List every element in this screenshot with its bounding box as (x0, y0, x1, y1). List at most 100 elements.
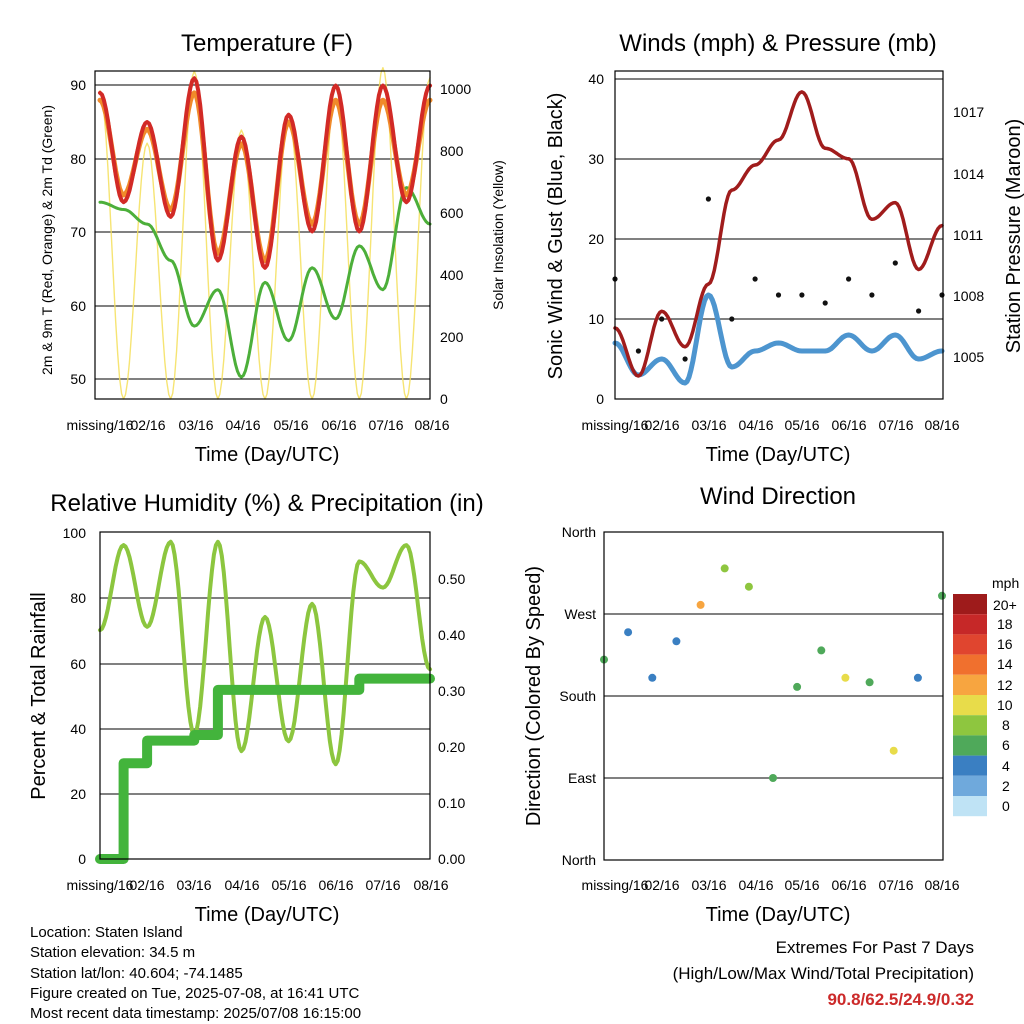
figure-created: Figure created on Tue, 2025-07-08, at 16… (30, 984, 360, 1002)
legend-swatch (953, 634, 987, 655)
direction-ytick: East (568, 770, 596, 786)
humidity-y-ticks: 0 20 40 60 80 100 (63, 525, 87, 867)
direction-plot-area (600, 564, 946, 782)
series-line-solar-insolation (99, 67, 431, 400)
legend-swatch (953, 654, 987, 675)
humidity-frame (99, 531, 431, 860)
wind-ylabel: Sonic Wind & Gust (Blue, Black) (545, 93, 567, 380)
data-point-gust (775, 292, 782, 298)
wind-xtick: 02/16 (644, 417, 679, 433)
direction-xtick: 08/16 (924, 877, 959, 893)
wind-rtick: 1014 (953, 166, 984, 182)
temperature-title: Temperature (F) (181, 30, 353, 57)
extremes-box: Extremes For Past 7 Days (High/Low/Max W… (673, 935, 974, 1013)
humidity-rtick: 0.10 (438, 795, 465, 811)
temperature-xlabel: Time (Day/UTC) (195, 444, 340, 466)
direction-xtick: 02/16 (644, 877, 679, 893)
direction-point (648, 673, 657, 682)
data-point-gust (869, 292, 875, 298)
wind-xtick: 03/16 (691, 417, 726, 433)
humidity-xtick: 03/16 (176, 877, 211, 893)
humidity-plot-area (95, 539, 435, 864)
legend-swatch (953, 735, 987, 756)
station-latlon: Station lat/lon: 40.604; -74.1485 (30, 964, 243, 982)
humidity-title: Relative Humidity (%) & Precipitation (i… (50, 490, 483, 517)
temperature-rtick: 1000 (440, 81, 471, 97)
temperature-xtick: missing/16 (67, 417, 134, 433)
temperature-rtick: 400 (440, 267, 464, 283)
temperature-xtick: 07/16 (368, 417, 403, 433)
temperature-rtick: 600 (440, 205, 464, 221)
temperature-plot-area (97, 67, 433, 400)
temperature-ytick: 70 (70, 224, 86, 240)
humidity-ytick: 20 (70, 786, 86, 802)
temperature-ylabel: 2m & 9m T (Red, Orange) & 2m Td (Green) (39, 105, 55, 375)
extremes-values: 90.8/62.5/24.9/0.32 (827, 990, 974, 1009)
direction-point (672, 637, 681, 646)
humidity-ytick: 60 (70, 656, 86, 672)
wind-xtick: 06/16 (831, 417, 866, 433)
data-point-gust (916, 308, 922, 314)
legend-swatches (953, 594, 987, 817)
data-point-gust (682, 356, 688, 362)
humidity-x-ticks: missing/16 02/16 03/16 04/16 05/16 06/16… (67, 877, 449, 893)
direction-point (696, 600, 705, 609)
temperature-right-ticks: 0 200 400 600 800 1000 (440, 81, 471, 407)
wind-rtick: 1017 (953, 104, 984, 120)
humidity-xlabel: Time (Day/UTC) (195, 904, 340, 926)
direction-point (865, 678, 874, 687)
wind-gridlines (615, 78, 943, 320)
temperature-ytick: 90 (70, 77, 86, 93)
direction-ytick: South (559, 688, 596, 704)
direction-x-ticks: missing/16 02/16 03/16 04/16 05/16 06/16… (582, 877, 960, 893)
wind-title: Winds (mph) & Pressure (mb) (619, 30, 936, 57)
direction-ytick: North (562, 524, 596, 540)
wind-ytick: 30 (588, 151, 604, 167)
direction-xtick: 05/16 (784, 877, 819, 893)
direction-y-ticks: North East South West North (559, 524, 596, 868)
station-info: Location: Staten Island Station elevatio… (30, 923, 361, 1024)
humidity-right-ticks: 0.00 0.10 0.20 0.30 0.40 0.50 (438, 571, 465, 867)
temperature-ytick: 80 (70, 151, 86, 167)
legend-label: 2 (1002, 778, 1010, 794)
wind-right-ticks: 1005 1008 1011 1014 1017 (953, 104, 984, 365)
wind-pressure-panel: Winds (mph) & Pressure (mb) 0 10 20 30 4… (545, 30, 1024, 466)
direction-title: Wind Direction (700, 483, 856, 510)
temperature-xtick: 04/16 (225, 417, 260, 433)
temperature-y-ticks: 50 60 70 80 90 (70, 77, 86, 387)
humidity-rtick: 0.50 (438, 571, 465, 587)
wind-rtick: 1008 (953, 288, 984, 304)
humidity-xtick: missing/16 (67, 877, 134, 893)
humidity-rtick: 0.20 (438, 739, 465, 755)
data-point-gust (799, 292, 805, 298)
legend-label: 0 (1002, 798, 1010, 814)
direction-ytick: West (564, 606, 596, 622)
temperature-ytick: 50 (70, 371, 86, 387)
legend-swatch (953, 594, 987, 615)
wind-ytick: 0 (596, 391, 604, 407)
data-point-gust (892, 260, 898, 266)
legend-label: 10 (997, 697, 1013, 713)
data-point-gust (635, 348, 642, 354)
legend-label: 8 (1002, 717, 1010, 733)
direction-ylabel: Direction (Colored By Speed) (523, 566, 545, 826)
data-point-gust (939, 292, 945, 298)
humidity-xtick: 02/16 (129, 877, 164, 893)
humidity-xtick: 04/16 (224, 877, 259, 893)
wind-xtick: 04/16 (738, 417, 773, 433)
temperature-xtick: 06/16 (321, 417, 356, 433)
direction-ytick: North (562, 852, 596, 868)
wind-ytick: 40 (588, 71, 604, 87)
data-point-gust (659, 316, 665, 322)
series-line-total-rainfall (95, 673, 435, 864)
wind-plot-area (612, 90, 945, 386)
direction-xtick: 04/16 (738, 877, 773, 893)
legend-label: 14 (997, 656, 1013, 672)
direction-frame (603, 531, 944, 861)
extremes-subtitle: (High/Low/Max Wind/Total Precipitation) (672, 964, 974, 983)
temperature-rtick: 0 (440, 391, 448, 407)
legend-label: 20+ (993, 597, 1017, 613)
wind-xtick: missing/16 (582, 417, 649, 433)
humidity-ytick: 40 (70, 721, 86, 737)
